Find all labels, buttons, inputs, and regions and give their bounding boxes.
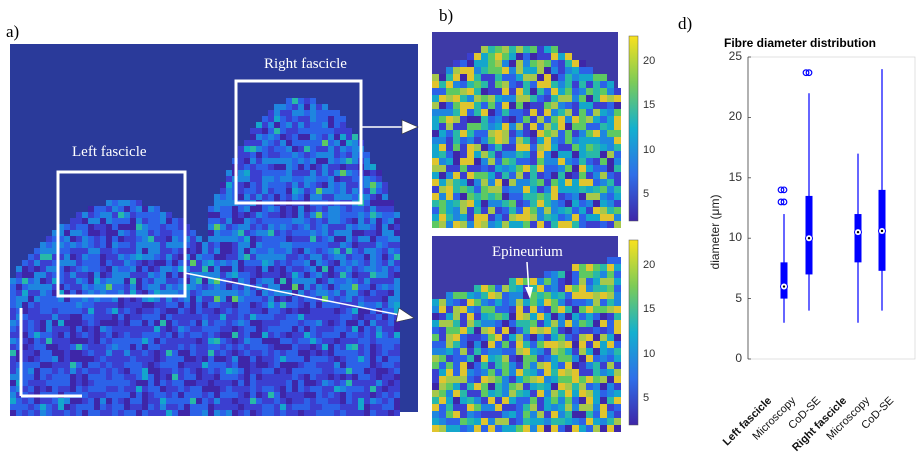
colorbar-c-tick-label: 20 bbox=[643, 259, 656, 272]
right-fascicle-box bbox=[234, 79, 363, 205]
y-tick-label: 15 bbox=[728, 169, 742, 184]
right-fascicle-label: Right fascicle bbox=[264, 56, 347, 72]
panel-c-image bbox=[432, 236, 621, 432]
colorbar-b-tick-label: 15 bbox=[643, 99, 656, 112]
left-fascicle-label: Left fascicle bbox=[72, 144, 147, 160]
arrow-right-fascicle bbox=[361, 119, 419, 135]
epineurium-label: Epineurium bbox=[492, 244, 563, 260]
panel-b-image bbox=[432, 32, 621, 228]
arrow-epineurium bbox=[525, 261, 533, 299]
box-outlier bbox=[780, 198, 788, 206]
colorbar-c-tick-label: 5 bbox=[643, 391, 650, 404]
y-tick-label: 0 bbox=[735, 351, 742, 365]
box-plot-chart bbox=[747, 56, 916, 360]
box-median-dot bbox=[880, 229, 884, 233]
colorbar-c-tick-label: 15 bbox=[643, 303, 656, 316]
colorbar-b-tick-label: 20 bbox=[643, 55, 656, 68]
panel-a-label: a) bbox=[6, 22, 20, 41]
box-outlier bbox=[802, 69, 810, 77]
box-outlier bbox=[777, 186, 785, 194]
box-iqr bbox=[780, 262, 788, 299]
y-tick-label: 5 bbox=[735, 290, 742, 305]
chart-title: Fibre diameter distribution bbox=[724, 36, 877, 50]
panel-a-image bbox=[10, 44, 418, 416]
y-tick-label: 10 bbox=[728, 230, 742, 245]
plot-area bbox=[747, 56, 916, 360]
colorbar-b-tick-label: 5 bbox=[643, 187, 650, 200]
box-median-dot bbox=[856, 230, 860, 234]
box-iqr bbox=[854, 214, 862, 263]
panel-d-label: d) bbox=[678, 14, 693, 33]
colorbar-c-tick-label: 10 bbox=[643, 347, 656, 360]
colorbar-c bbox=[628, 239, 639, 426]
box-median-dot bbox=[782, 285, 786, 288]
box-outlier bbox=[805, 69, 813, 77]
colorbar-b-tick-label: 10 bbox=[643, 143, 656, 156]
colorbar-b bbox=[628, 35, 639, 222]
box-outlier bbox=[780, 186, 788, 194]
panel-b-label: b) bbox=[439, 6, 454, 25]
figure-canvas bbox=[10, 32, 916, 432]
y-tick-label: 25 bbox=[728, 49, 742, 63]
y-axis-label: diameter (μm) bbox=[708, 194, 722, 270]
box-median-dot bbox=[807, 237, 811, 240]
left-fascicle-box bbox=[56, 170, 187, 298]
y-tick-label: 20 bbox=[728, 109, 742, 124]
box-outlier bbox=[777, 198, 785, 206]
arrow-left-fascicle bbox=[184, 272, 415, 323]
